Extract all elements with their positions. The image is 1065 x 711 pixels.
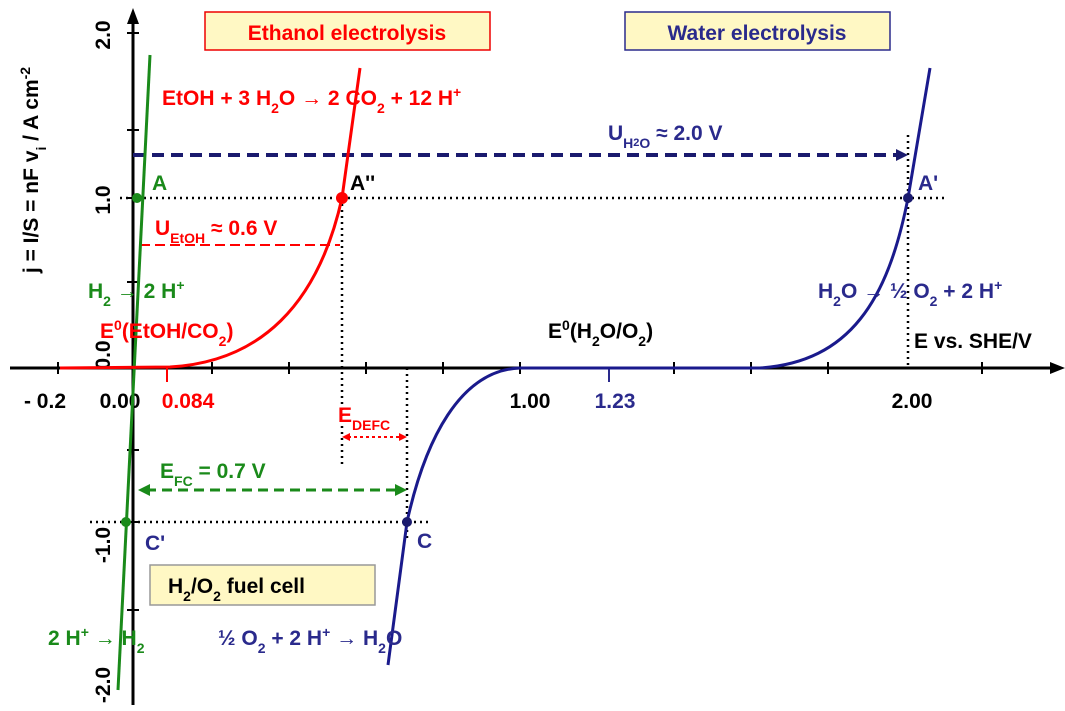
box: [624, 11, 891, 51]
arrow: [399, 433, 407, 441]
x-tick-label: 1.23: [595, 390, 636, 413]
box-label: Ethanol electrolysis: [248, 22, 446, 45]
point-label: A'': [350, 172, 375, 195]
point-label: A: [152, 172, 167, 195]
reaction: H2O → ½ O2 + 2 H+: [818, 277, 1002, 309]
curve: [116, 54, 152, 691]
point: [402, 517, 412, 527]
curve: [759, 67, 932, 370]
x-axis-label: E vs. SHE/V: [914, 330, 1032, 353]
reaction: H2 → 2 H+: [88, 277, 185, 309]
arrow: [896, 149, 908, 161]
reaction: EtOH + 3 H2O → 2 CO2 + 12 H+: [162, 84, 461, 116]
arrow: [1050, 362, 1065, 374]
reaction: ½ O2 + 2 H+ → H2O: [218, 624, 402, 656]
point-label: C': [145, 532, 165, 555]
box-label: H2/O2 fuel cell: [168, 575, 305, 604]
voltage-label: UEtOH ≈ 0.6 V: [155, 217, 277, 246]
reaction: 2 H+ → H2: [48, 624, 145, 656]
potential-label: E0(EtOH/CO2): [100, 317, 233, 349]
y-axis-label: j = I/S = nF vi / A cm-2: [17, 67, 49, 274]
y-tick-label: 2.0: [92, 20, 115, 49]
point: [903, 193, 913, 203]
point-label: A': [918, 172, 938, 195]
y-tick-label: 1.0: [92, 185, 115, 214]
point: [132, 193, 142, 203]
box: [149, 564, 376, 606]
y-tick-label: -1.0: [92, 527, 115, 563]
y-tick-label: 0.0: [92, 340, 115, 369]
arrow: [395, 484, 407, 496]
x-tick-label: 0.084: [162, 390, 215, 413]
guide-lines: [90, 135, 945, 540]
potential-label: E0(H2O/O2): [548, 317, 653, 349]
voltage-label: EFC = 0.7 V: [160, 460, 266, 489]
x-tick-label: - 0.2: [24, 390, 66, 413]
curve: [59, 67, 362, 370]
curve: [386, 366, 760, 666]
box-label: Water electrolysis: [668, 22, 847, 45]
point: [121, 517, 131, 527]
arrow: [138, 484, 150, 496]
x-tick-label: 2.00: [892, 390, 933, 413]
voltage-label: UH2O ≈ 2.0 V: [608, 122, 723, 151]
arrow: [127, 8, 139, 24]
x-tick-label: 0.00: [100, 390, 141, 413]
box: [204, 11, 491, 51]
y-tick-label: -2.0: [92, 667, 115, 703]
voltage-label: EDEFC: [338, 404, 390, 433]
arrow: [342, 433, 350, 441]
point-label: C: [417, 530, 432, 553]
point: [336, 192, 348, 204]
x-tick-label: 1.00: [510, 390, 551, 413]
